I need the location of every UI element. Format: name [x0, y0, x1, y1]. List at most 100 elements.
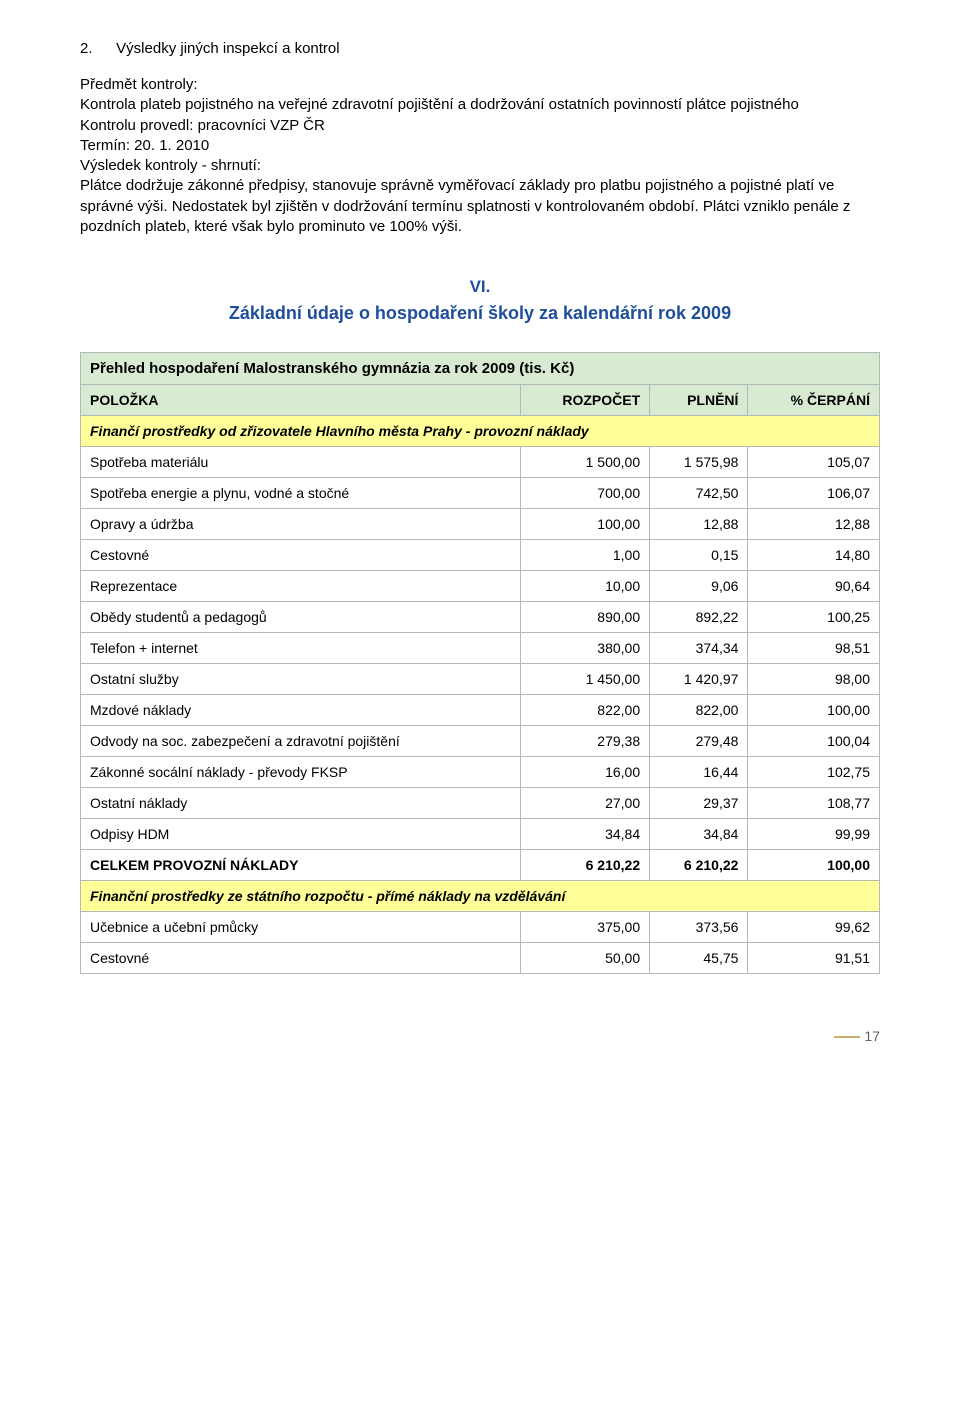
cell-label: Ostatní služby: [81, 664, 521, 695]
cell-budget: 1 500,00: [520, 447, 649, 478]
term: Termín: 20. 1. 2010: [80, 137, 209, 154]
table-section-1: Finančí prostředky od zřizovatele Hlavní…: [81, 416, 880, 447]
page-number-region: 17: [80, 1024, 880, 1044]
result-text: Plátce dodržuje zákonné předpisy, stanov…: [80, 177, 850, 235]
finance-table: Přehled hospodaření Malostranského gymná…: [80, 352, 880, 974]
inspection-heading: 2. Výsledky jiných inspekcí a kontrol: [80, 40, 880, 57]
page-number-bar: [834, 1036, 860, 1038]
cell-actual: 29,37: [650, 788, 748, 819]
table-row: Cestovné1,000,1514,80: [81, 540, 880, 571]
table-row: Mzdové náklady822,00822,00100,00: [81, 695, 880, 726]
table-row: Ostatní služby1 450,001 420,9798,00: [81, 664, 880, 695]
table-row: Ostatní náklady27,0029,37108,77: [81, 788, 880, 819]
cell-pct: 98,51: [748, 633, 880, 664]
inspection-num: 2.: [80, 40, 112, 57]
cell-budget: 700,00: [520, 478, 649, 509]
cell-budget: 16,00: [520, 757, 649, 788]
cell-actual: 822,00: [650, 695, 748, 726]
cell-label: Odpisy HDM: [81, 819, 521, 850]
cell-label: Mzdové náklady: [81, 695, 521, 726]
subject-text: Kontrola plateb pojistného na veřejné zd…: [80, 96, 799, 113]
cell-label: Reprezentace: [81, 571, 521, 602]
cell-budget: 1,00: [520, 540, 649, 571]
cell-actual: 374,34: [650, 633, 748, 664]
cell-budget: 890,00: [520, 602, 649, 633]
cell-pct: 100,00: [748, 695, 880, 726]
table-row: Spotřeba materiálu1 500,001 575,98105,07: [81, 447, 880, 478]
col-header-actual: PLNĚNÍ: [650, 385, 748, 416]
inspection-subject-block: Předmět kontroly: Kontrola plateb pojist…: [80, 75, 880, 237]
total1-actual: 6 210,22: [650, 850, 748, 881]
cell-actual: 892,22: [650, 602, 748, 633]
cell-actual: 279,48: [650, 726, 748, 757]
cell-label: Spotřeba energie a plynu, vodné a stočné: [81, 478, 521, 509]
table-row: Reprezentace10,009,0690,64: [81, 571, 880, 602]
cell-actual: 12,88: [650, 509, 748, 540]
cell-pct: 91,51: [748, 943, 880, 974]
cell-pct: 98,00: [748, 664, 880, 695]
total1-pct: 100,00: [748, 850, 880, 881]
page-number: 17: [864, 1028, 880, 1044]
cell-label: Cestovné: [81, 540, 521, 571]
cell-budget: 10,00: [520, 571, 649, 602]
cell-budget: 822,00: [520, 695, 649, 726]
table-row: Telefon + internet380,00374,3498,51: [81, 633, 880, 664]
col-header-budget: ROZPOČET: [520, 385, 649, 416]
table-title: Přehled hospodaření Malostranského gymná…: [81, 353, 880, 385]
cell-actual: 1 420,97: [650, 664, 748, 695]
cell-actual: 34,84: [650, 819, 748, 850]
table-row: Zákonné socální náklady - převody FKSP16…: [81, 757, 880, 788]
cell-pct: 108,77: [748, 788, 880, 819]
cell-actual: 742,50: [650, 478, 748, 509]
cell-actual: 0,15: [650, 540, 748, 571]
total1-label: CELKEM PROVOZNÍ NÁKLADY: [81, 850, 521, 881]
table-row: Spotřeba energie a plynu, vodné a stočné…: [81, 478, 880, 509]
cell-pct: 100,04: [748, 726, 880, 757]
cell-budget: 100,00: [520, 509, 649, 540]
section-title: Základní údaje o hospodaření školy za ka…: [80, 303, 880, 324]
cell-label: Ostatní náklady: [81, 788, 521, 819]
table-row: Učebnice a učební pmůcky375,00373,5699,6…: [81, 912, 880, 943]
result-label: Výsledek kontroly - shrnutí:: [80, 157, 261, 174]
col-header-pct: % ČERPÁNÍ: [748, 385, 880, 416]
table-row: Cestovné50,0045,7591,51: [81, 943, 880, 974]
cell-actual: 373,56: [650, 912, 748, 943]
cell-label: Cestovné: [81, 943, 521, 974]
cell-budget: 50,00: [520, 943, 649, 974]
cell-label: Učebnice a učební pmůcky: [81, 912, 521, 943]
cell-pct: 90,64: [748, 571, 880, 602]
cell-pct: 12,88: [748, 509, 880, 540]
cell-label: Spotřeba materiálu: [81, 447, 521, 478]
cell-budget: 375,00: [520, 912, 649, 943]
cell-budget: 1 450,00: [520, 664, 649, 695]
cell-pct: 102,75: [748, 757, 880, 788]
cell-label: Obědy studentů a pedagogů: [81, 602, 521, 633]
subject-label: Předmět kontroly:: [80, 76, 198, 93]
cell-pct: 105,07: [748, 447, 880, 478]
cell-pct: 99,99: [748, 819, 880, 850]
cell-actual: 1 575,98: [650, 447, 748, 478]
table-row: Opravy a údržba100,0012,8812,88: [81, 509, 880, 540]
cell-pct: 106,07: [748, 478, 880, 509]
section-roman: VI.: [80, 277, 880, 297]
performed-by: Kontrolu provedl: pracovníci VZP ČR: [80, 117, 325, 134]
cell-label: Telefon + internet: [81, 633, 521, 664]
col-header-item: POLOŽKA: [81, 385, 521, 416]
cell-label: Odvody na soc. zabezpečení a zdravotní p…: [81, 726, 521, 757]
table-row: Obědy studentů a pedagogů890,00892,22100…: [81, 602, 880, 633]
table-row: Odvody na soc. zabezpečení a zdravotní p…: [81, 726, 880, 757]
cell-label: Opravy a údržba: [81, 509, 521, 540]
table-section-2: Finanční prostředky ze státního rozpočtu…: [81, 881, 880, 912]
cell-budget: 279,38: [520, 726, 649, 757]
cell-pct: 99,62: [748, 912, 880, 943]
inspection-title: Výsledky jiných inspekcí a kontrol: [116, 40, 339, 57]
cell-budget: 380,00: [520, 633, 649, 664]
cell-budget: 34,84: [520, 819, 649, 850]
cell-actual: 16,44: [650, 757, 748, 788]
cell-pct: 100,25: [748, 602, 880, 633]
cell-pct: 14,80: [748, 540, 880, 571]
cell-actual: 45,75: [650, 943, 748, 974]
cell-budget: 27,00: [520, 788, 649, 819]
cell-actual: 9,06: [650, 571, 748, 602]
cell-label: Zákonné socální náklady - převody FKSP: [81, 757, 521, 788]
